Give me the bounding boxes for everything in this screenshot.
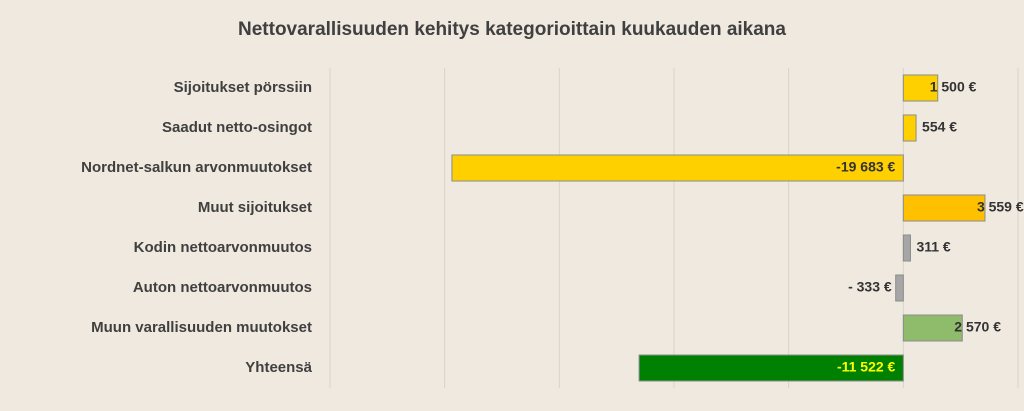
value-label: 1 500 €: [930, 79, 977, 95]
bar: [895, 274, 904, 302]
category-label: Saadut netto-osingot: [162, 119, 312, 136]
category-label: Nordnet-salkun arvonmuutokset: [81, 159, 312, 176]
category-label: Muut sijoitukset: [198, 199, 312, 216]
category-label: Yhteensä: [245, 359, 312, 376]
bar: [451, 154, 904, 182]
value-label: -19 683 €: [836, 159, 895, 175]
value-label: 3 559 €: [977, 199, 1024, 215]
category-label: Kodin nettoarvonmuutos: [134, 239, 312, 256]
bar: [902, 194, 986, 222]
bar: [638, 354, 904, 382]
bar: [902, 74, 939, 102]
value-label: 554 €: [922, 119, 957, 135]
category-label: Auton nettoarvonmuutos: [133, 279, 312, 296]
category-label: Muun varallisuuden muutokset: [91, 319, 312, 336]
value-label: 2 570 €: [954, 319, 1001, 335]
bar: [902, 114, 917, 142]
value-label: 311 €: [916, 239, 950, 255]
value-label: -11 522 €: [837, 359, 896, 375]
value-label: - 333 €: [848, 279, 892, 295]
bar: [902, 234, 911, 262]
category-label: Sijoitukset pörssiin: [174, 79, 312, 96]
bar: [902, 314, 963, 342]
chart-title: Nettovarallisuuden kehitys kategorioitta…: [238, 19, 786, 40]
